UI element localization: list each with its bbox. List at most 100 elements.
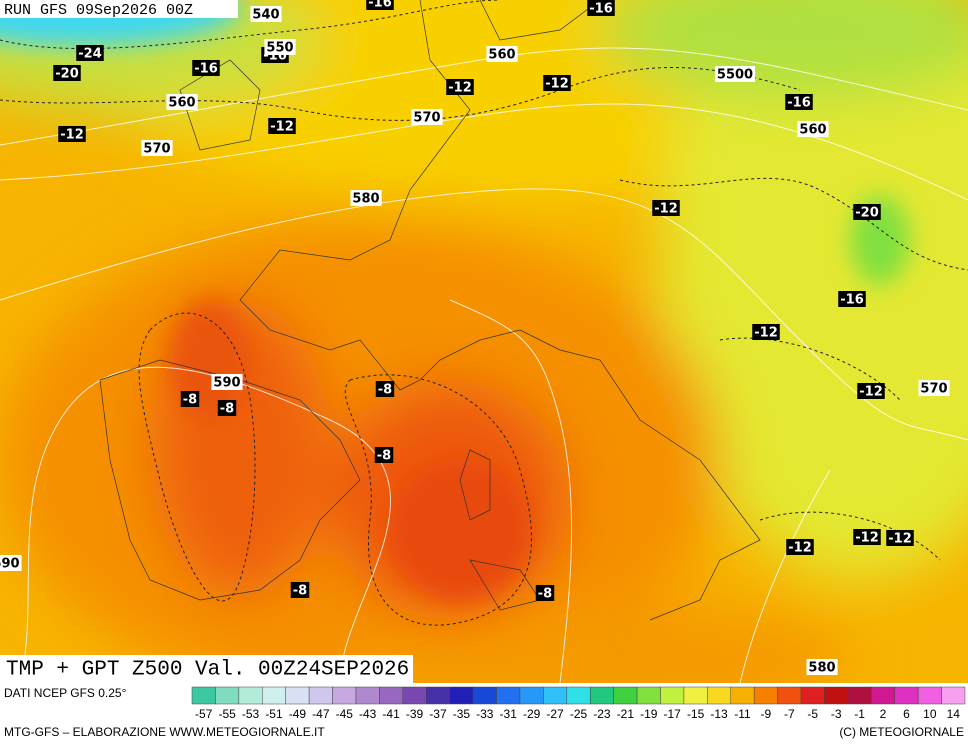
- height-label-box: [486, 46, 518, 62]
- colorbar-swatch: [285, 686, 310, 705]
- temperature-label: -8: [220, 402, 234, 417]
- colorbar: -57 -55 -53 -51 -49 -47 -45 -43 -41 -39 -37 -35 -33-…: [191, 686, 966, 721]
- temperature-label-box: [838, 291, 866, 307]
- footer-source: DATI NCEP GFS 0.25°: [4, 686, 127, 700]
- colorbar-label: 6: [903, 707, 910, 721]
- colorbar-swatch: [543, 686, 568, 705]
- colorbar-swatch: [636, 686, 661, 705]
- temperature-label: -16: [840, 293, 864, 308]
- temperature-label: -16: [368, 0, 392, 11]
- colorbar-label: -45: [336, 707, 354, 721]
- colorbar-swatch: [379, 686, 404, 705]
- colorbar-swatch: [917, 686, 942, 705]
- temperature-label: -8: [538, 587, 552, 602]
- height-label-box: [918, 380, 950, 396]
- temperature-label-box: [268, 118, 296, 134]
- temperature-label: -16: [787, 96, 811, 111]
- height-label-box: [211, 374, 243, 390]
- temperature-label-box: [543, 75, 571, 91]
- temperature-label-box: [375, 381, 395, 397]
- colorbar-label: -11: [734, 707, 751, 721]
- temperature-label-box: [366, 0, 394, 10]
- height-label: 570: [143, 142, 170, 157]
- colorbar-label: -51: [265, 707, 283, 721]
- height-label-box: [714, 66, 756, 82]
- colorbar-swatch: [871, 686, 895, 705]
- map-labels: -16 -16 -24 -20 -16 -16 -12 -12 -16 -12 -12 -12 -20 -…: [0, 0, 950, 676]
- colorbar-swatch: [683, 686, 708, 705]
- temperature-label-box: [785, 94, 813, 110]
- colorbar-label: -25: [570, 707, 588, 721]
- colorbar-label: -35: [453, 707, 471, 721]
- colorbar-label: -43: [359, 707, 377, 721]
- temperature-label-box: [853, 204, 881, 220]
- colorbar-swatch: [660, 686, 685, 705]
- colorbar-label: -19: [640, 707, 658, 721]
- colorbar-swatch: [777, 686, 802, 705]
- temperature-label-box: [857, 383, 885, 399]
- height-label: 540: [252, 8, 279, 23]
- temperature-label-box: [192, 60, 220, 76]
- colorbar-label: -13: [710, 707, 728, 721]
- height-label: 560: [168, 96, 195, 111]
- height-label: 5500: [717, 68, 753, 83]
- height-label: 560: [488, 48, 515, 63]
- footer-copyright: (C) METEOGIORNALE: [839, 725, 964, 739]
- colorbar-label: -57: [195, 707, 213, 721]
- temperature-label-box: [886, 530, 914, 546]
- height-label: 580: [808, 661, 835, 676]
- colorbar-label: -27: [546, 707, 564, 721]
- colorbar-swatch: [238, 686, 263, 705]
- run-label: RUN GFS 09Sep2026 00Z: [4, 2, 193, 19]
- colorbar-label: -3: [831, 707, 842, 721]
- colorbar-label: -21: [617, 707, 635, 721]
- colorbar-label: -7: [784, 707, 795, 721]
- temperature-label-box: [535, 585, 555, 601]
- temperature-label-box: [446, 79, 474, 95]
- temperature-label-box: [752, 324, 780, 340]
- temperature-label: -20: [55, 67, 79, 82]
- temperature-label: -12: [545, 77, 569, 92]
- colorbar-label: 10: [923, 707, 937, 721]
- colorbar-label: -53: [242, 707, 260, 721]
- height-label-box: [350, 190, 382, 206]
- title-box: [0, 655, 413, 683]
- height-label: 590: [213, 376, 240, 391]
- temperature-label-box: [374, 447, 394, 463]
- colorbar-swatch: [566, 686, 591, 705]
- colorbar-swatch: [308, 686, 333, 705]
- colorbar-swatch: [496, 686, 521, 705]
- temperature-label: -8: [377, 449, 391, 464]
- colorbar-swatch: [707, 686, 732, 705]
- colorbar-swatch: [589, 686, 614, 705]
- temperature-label-box: [290, 582, 310, 598]
- height-label-box: [0, 555, 22, 571]
- colorbar-label: -55: [218, 707, 236, 721]
- colorbar-label: -9: [761, 707, 772, 721]
- colorbar-label: -1: [854, 707, 865, 721]
- temperature-label-box: [58, 126, 86, 142]
- temperature-label: -8: [293, 584, 307, 599]
- colorbar-swatch: [472, 686, 497, 705]
- colorbar-label: -17: [664, 707, 682, 721]
- temperature-label: -12: [855, 531, 879, 546]
- temperature-label: -12: [654, 202, 678, 217]
- height-label-box: [141, 140, 173, 156]
- height-label: 560: [799, 123, 826, 138]
- height-label: 590: [0, 557, 20, 572]
- colorbar-swatch: [355, 686, 380, 705]
- map-title: TMP + GPT Z500 Val. 00Z24SEP2026: [6, 659, 409, 682]
- colorbar-label: -15: [687, 707, 705, 721]
- height-label-box: [806, 659, 838, 675]
- height-label: 550: [266, 41, 293, 56]
- temperature-label-box: [786, 539, 814, 555]
- temperature-label: -12: [888, 532, 912, 547]
- colorbar-label: 14: [947, 707, 961, 721]
- height-label: 570: [413, 111, 440, 126]
- colorbar-label: -29: [523, 707, 541, 721]
- colorbar-swatch: [262, 686, 286, 705]
- colorbar-swatch: [730, 686, 755, 705]
- temperature-label: -16: [194, 62, 218, 77]
- colorbar-label: 2: [880, 707, 887, 721]
